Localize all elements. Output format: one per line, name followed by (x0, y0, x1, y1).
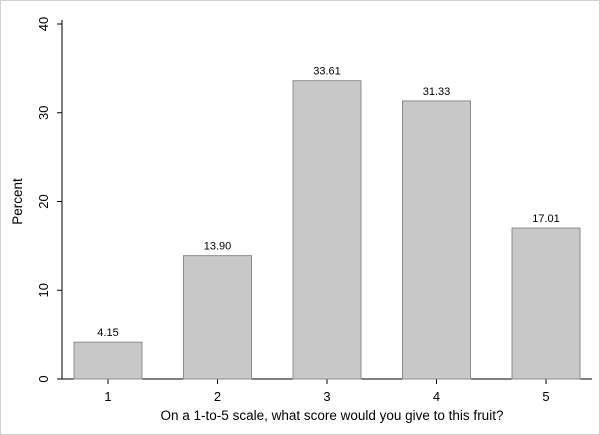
data-label-3: 33.61 (313, 66, 341, 78)
x-tick-label: 3 (323, 389, 330, 404)
data-labels: 4.15 13.90 33.61 31.33 17.01 (97, 66, 559, 339)
y-axis: 0 10 20 30 40 (36, 17, 63, 383)
x-tick-label: 5 (542, 389, 549, 404)
data-label-2: 13.90 (204, 241, 232, 253)
x-tick-label: 1 (104, 389, 111, 404)
bars (73, 80, 581, 380)
bar-1 (73, 341, 143, 380)
bar-2 (183, 255, 252, 380)
y-tick-label: 20 (36, 194, 51, 208)
y-axis-title: Percent (10, 178, 25, 225)
x-tick-label: 2 (214, 389, 221, 404)
y-tick-label: 10 (36, 283, 51, 297)
x-axis-title: On a 1-to-5 scale, what score would you … (161, 408, 504, 423)
y-tick-label: 40 (36, 17, 51, 31)
bar-4 (402, 100, 471, 380)
data-label-1: 4.15 (97, 327, 118, 339)
y-tick-label: 30 (36, 106, 51, 120)
data-label-5: 17.01 (532, 213, 560, 225)
bar-3 (292, 80, 362, 380)
x-axis: 1 2 3 4 5 (62, 378, 592, 404)
bar-5 (511, 227, 581, 380)
data-label-4: 31.33 (423, 86, 451, 98)
x-tick-label: 4 (433, 389, 440, 404)
y-tick-label: 0 (36, 375, 51, 382)
